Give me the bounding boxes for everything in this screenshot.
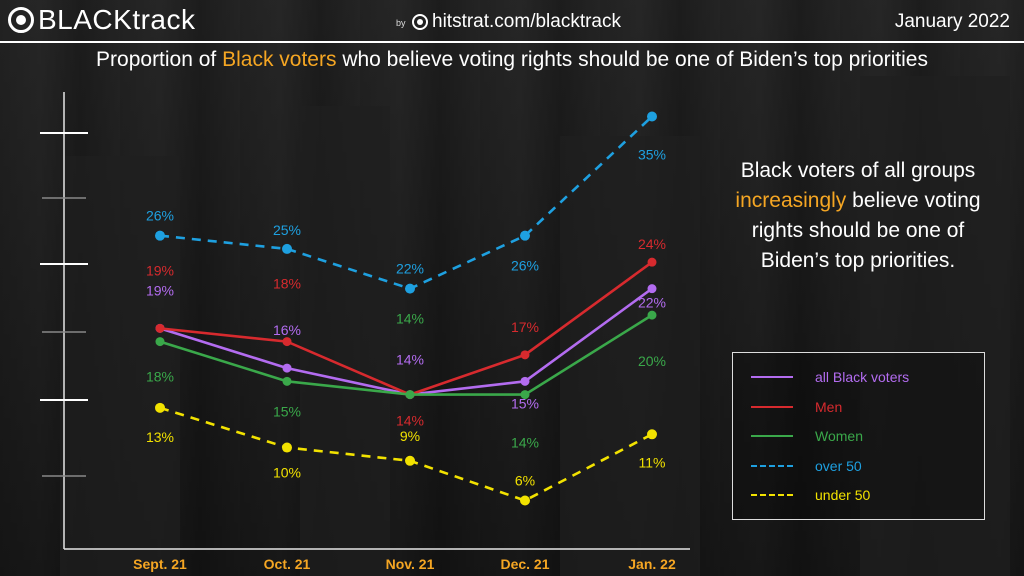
- legend-label: over 50: [815, 457, 862, 474]
- by-label: by: [396, 18, 406, 28]
- data-point-men: [647, 257, 657, 267]
- data-label-all-black-voters: 16%: [273, 322, 301, 338]
- series-line-all-black-voters: [159, 287, 653, 396]
- data-label-women: 14%: [396, 311, 424, 327]
- data-label-men: 17%: [511, 319, 539, 335]
- site-link[interactable]: hitstrat.com/blacktrack: [412, 11, 621, 33]
- data-label-over-50: 26%: [146, 208, 174, 224]
- header-divider: [0, 41, 1024, 43]
- data-label-over-50: 22%: [396, 261, 424, 277]
- data-label-all-black-voters: 14%: [396, 352, 424, 368]
- data-point-women: [282, 376, 292, 386]
- legend-label: Women: [815, 428, 863, 444]
- brand-logo: BLACKtrack: [8, 4, 196, 36]
- data-point-under-50: [155, 402, 165, 413]
- data-point-all-black-voters: [520, 376, 530, 386]
- data-label-under-50: 9%: [400, 428, 420, 444]
- legend-label: Men: [815, 398, 843, 415]
- x-tick-label: Oct. 21: [264, 556, 311, 572]
- data-point-over-50: [282, 243, 292, 254]
- data-label-under-50: 11%: [639, 454, 666, 470]
- chart-legend: all Black voters Men Women over 50 under 50: [732, 352, 985, 520]
- data-point-all-black-voters: [282, 363, 292, 373]
- legend-label: under 50: [815, 487, 871, 503]
- data-point-women: [520, 390, 530, 400]
- data-point-under-50: [282, 442, 292, 453]
- data-point-women: [155, 337, 165, 347]
- data-label-under-50: 6%: [515, 473, 535, 489]
- data-point-over-50: [405, 283, 415, 294]
- logo-text: BLACKtrack: [38, 4, 196, 35]
- data-label-over-50: 26%: [511, 258, 539, 274]
- report-date: January 2022: [894, 11, 1010, 32]
- x-tick-label: Sept. 21: [133, 556, 187, 572]
- data-label-under-50: 10%: [273, 465, 301, 481]
- data-point-over-50: [647, 111, 657, 122]
- data-label-men: 24%: [638, 236, 666, 252]
- data-label-all-black-voters: 22%: [638, 295, 666, 311]
- data-label-all-black-voters: 19%: [146, 282, 174, 298]
- data-point-under-50: [647, 429, 657, 440]
- x-tick-label: Nov. 21: [386, 556, 435, 572]
- data-label-men: 18%: [273, 276, 301, 292]
- data-label-women: 20%: [638, 353, 666, 369]
- legend-swatch: [751, 435, 793, 437]
- data-label-women: 15%: [273, 403, 301, 419]
- logo-ring-icon: [8, 7, 34, 33]
- data-label-over-50: 35%: [638, 146, 666, 162]
- x-tick-label: Jan. 22: [628, 556, 676, 572]
- callout-text: Black voters of all groups increasingly …: [735, 159, 981, 272]
- data-point-men: [282, 337, 292, 347]
- data-label-men: 19%: [146, 262, 174, 278]
- data-label-under-50: 13%: [146, 429, 174, 445]
- data-point-over-50: [520, 230, 530, 241]
- site-ring-icon: [412, 14, 428, 30]
- data-point-men: [520, 350, 530, 360]
- legend-swatch: [751, 464, 793, 467]
- data-point-women: [647, 310, 657, 320]
- data-point-men: [155, 323, 165, 333]
- data-label-men: 14%: [396, 413, 424, 429]
- series-line-men: [159, 261, 653, 396]
- data-point-all-black-voters: [647, 284, 657, 294]
- chart-title: Proportion of Black voters who believe v…: [96, 48, 928, 71]
- legend-item-women: Women: [751, 424, 863, 448]
- data-point-women: [405, 390, 415, 400]
- legend-item-men: Men: [751, 395, 842, 419]
- legend-item-over-50: over 50: [751, 454, 862, 478]
- data-label-women: 14%: [511, 435, 539, 451]
- data-point-over-50: [155, 230, 165, 241]
- header-bar: BLACKtrack by hitstrat.com/blacktrack Ja…: [0, 0, 1024, 42]
- legend-swatch: [751, 376, 793, 378]
- site-text: hitstrat.com/blacktrack: [432, 11, 621, 32]
- legend-item-all-black-voters: all Black voters: [751, 365, 909, 389]
- data-point-under-50: [520, 495, 530, 506]
- data-point-under-50: [405, 455, 415, 466]
- legend-swatch: [751, 405, 793, 408]
- legend-item-under-50: under 50: [751, 483, 870, 507]
- data-label-women: 18%: [146, 369, 174, 385]
- legend-swatch: [751, 494, 793, 496]
- data-label-all-black-voters: 15%: [511, 395, 539, 411]
- x-tick-label: Dec. 21: [500, 556, 549, 572]
- data-label-over-50: 25%: [273, 222, 301, 238]
- legend-label: all Black voters: [815, 369, 910, 385]
